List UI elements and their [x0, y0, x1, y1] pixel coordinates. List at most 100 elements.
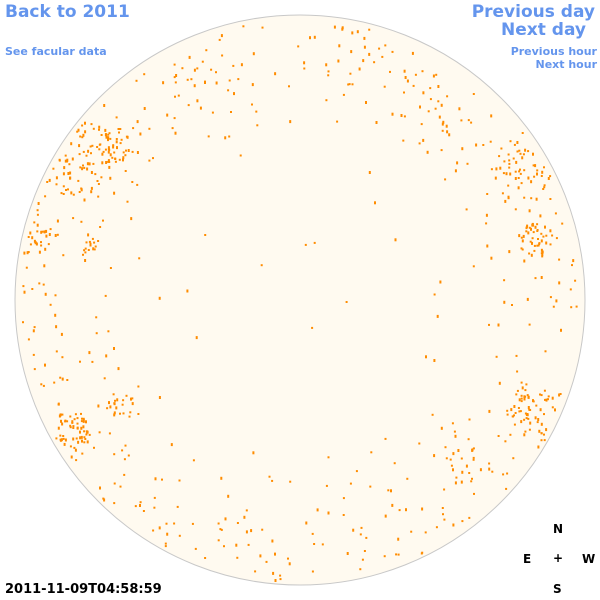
- compass-south-label: S: [553, 582, 562, 596]
- speckle: [424, 531, 427, 534]
- speckle: [80, 426, 83, 430]
- speckle: [433, 454, 436, 458]
- speckle: [93, 248, 96, 251]
- speckle: [517, 177, 520, 179]
- speckle: [207, 135, 210, 138]
- speckle: [458, 107, 461, 111]
- speckle: [84, 259, 87, 262]
- speckle: [52, 167, 55, 170]
- speckle: [72, 193, 75, 196]
- speckle: [125, 149, 127, 152]
- speckle: [115, 140, 118, 144]
- speckle: [352, 528, 355, 532]
- speckle: [66, 420, 69, 423]
- speckle: [48, 178, 51, 182]
- speckle: [139, 501, 142, 504]
- speckle: [116, 146, 118, 150]
- speckle: [506, 413, 509, 416]
- speckle: [42, 283, 45, 286]
- speckle: [543, 439, 546, 442]
- speckle: [520, 182, 523, 185]
- speckle: [520, 400, 523, 403]
- speckle: [88, 240, 91, 243]
- speckle: [533, 249, 536, 252]
- speckle: [122, 158, 124, 162]
- speckle: [442, 120, 445, 124]
- speckle: [523, 397, 526, 401]
- speckle: [166, 532, 169, 536]
- speckle: [325, 484, 328, 487]
- next-hour-link[interactable]: Next hour: [535, 58, 598, 71]
- speckle: [73, 446, 76, 449]
- speckle: [529, 409, 532, 411]
- speckle: [113, 502, 116, 505]
- speckle: [391, 112, 394, 116]
- speckle: [403, 91, 405, 94]
- speckle: [112, 393, 115, 396]
- speckle: [327, 511, 330, 515]
- speckle: [572, 259, 575, 263]
- speckle: [161, 478, 163, 481]
- speckle: [535, 404, 538, 407]
- speckle: [537, 244, 540, 247]
- speckle: [104, 128, 107, 132]
- speckle: [394, 238, 397, 242]
- speckle: [522, 234, 525, 238]
- speckle: [95, 316, 98, 319]
- speckle: [534, 225, 537, 229]
- speckle: [119, 142, 122, 145]
- speckle: [132, 127, 135, 130]
- speckle: [49, 228, 52, 231]
- speckle: [523, 395, 526, 399]
- speckle: [84, 130, 87, 134]
- speckle: [440, 426, 443, 430]
- speckle: [98, 148, 101, 151]
- speckle: [61, 422, 64, 426]
- speckle: [544, 398, 546, 401]
- speckle: [113, 402, 116, 405]
- speckle: [33, 368, 36, 371]
- speckle: [454, 169, 457, 173]
- next-day-link[interactable]: Next day: [501, 20, 586, 40]
- previous-hour-link[interactable]: Previous hour: [510, 45, 597, 58]
- speckle: [520, 381, 523, 384]
- speckle: [108, 161, 111, 163]
- speckle: [527, 150, 530, 153]
- speckle: [78, 191, 81, 193]
- speckle: [215, 81, 218, 85]
- speckle: [400, 114, 403, 117]
- speckle: [55, 325, 58, 329]
- speckle: [542, 235, 545, 238]
- speckle: [527, 417, 530, 420]
- speckle: [190, 78, 193, 81]
- speckle: [497, 435, 500, 437]
- speckle: [370, 451, 373, 454]
- see-facular-data-link[interactable]: See facular data: [5, 45, 107, 58]
- speckle: [107, 150, 110, 154]
- speckle: [303, 67, 306, 70]
- previous-day-link[interactable]: Previous day: [471, 2, 595, 22]
- speckle: [530, 227, 532, 231]
- speckle: [460, 457, 463, 460]
- speckle: [452, 468, 454, 472]
- speckle: [103, 104, 106, 107]
- speckle: [113, 411, 116, 415]
- speckle: [561, 222, 564, 225]
- speckle: [254, 570, 257, 573]
- speckle: [503, 300, 506, 304]
- speckle: [537, 445, 540, 449]
- speckle: [374, 201, 376, 205]
- speckle: [511, 304, 513, 306]
- speckle: [69, 171, 72, 175]
- speckle: [113, 151, 116, 154]
- speckle: [105, 133, 107, 137]
- speckle: [384, 437, 387, 440]
- speckle: [488, 467, 491, 471]
- speckle: [513, 423, 516, 426]
- speckle: [178, 479, 181, 482]
- speckle: [260, 264, 263, 267]
- speckle: [338, 44, 341, 48]
- back-to-year-link[interactable]: Back to 2011: [5, 2, 130, 22]
- speckle: [527, 395, 530, 399]
- speckle: [237, 78, 240, 81]
